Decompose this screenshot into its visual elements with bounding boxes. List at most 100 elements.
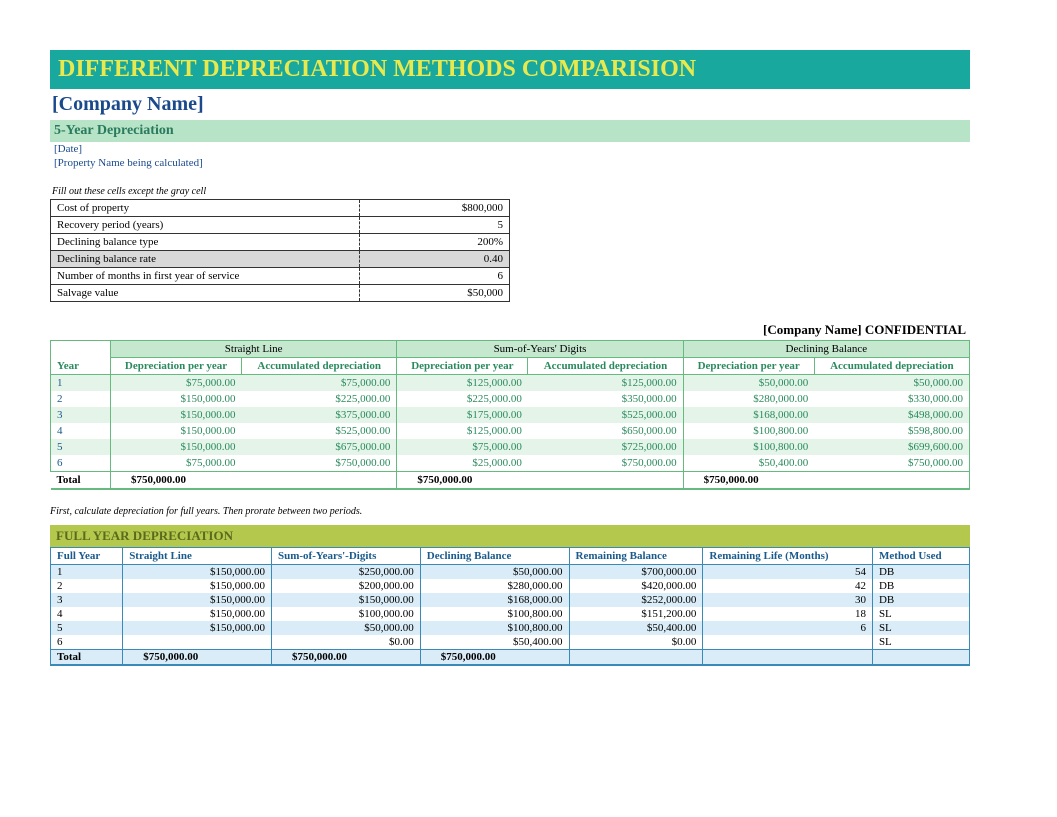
total-row: Total $750,000.00 $750,000.00 $750,000.0…	[51, 650, 970, 666]
input-row: Cost of property$800,000	[51, 200, 510, 217]
fy-header: Sum-of-Years'-Digits	[271, 548, 420, 565]
cell: $125,000.00	[397, 423, 528, 439]
fy-year: 4	[51, 607, 123, 621]
input-label: Salvage value	[51, 285, 360, 302]
cell: $150,000.00	[123, 579, 272, 593]
total-db: $750,000.00	[420, 650, 569, 666]
table-row: 1 $150,000.00 $250,000.00 $50,000.00 $70…	[51, 565, 970, 580]
cell: $700,000.00	[569, 565, 703, 580]
instructions-text: Fill out these cells except the gray cel…	[50, 184, 970, 199]
cell: $150,000.00	[123, 607, 272, 621]
input-row: Declining balance type200%	[51, 234, 510, 251]
cell: $151,200.00	[569, 607, 703, 621]
full-year-table: Full YearStraight LineSum-of-Years'-Digi…	[50, 548, 970, 666]
cell: $350,000.00	[528, 391, 683, 407]
cell: $50,000.00	[420, 565, 569, 580]
methods-table: Year Straight Line Sum-of-Years' Digits …	[50, 340, 970, 490]
cell: $75,000.00	[111, 455, 242, 472]
cell: $375,000.00	[242, 407, 397, 423]
year-cell: 1	[51, 375, 111, 392]
document-container: DIFFERENT DEPRECIATION METHODS COMPARISI…	[50, 50, 970, 666]
fy-year: 5	[51, 621, 123, 635]
year-column-header: Year	[51, 341, 111, 375]
cell: $0.00	[569, 635, 703, 650]
cell: $280,000.00	[420, 579, 569, 593]
cell: $175,000.00	[397, 407, 528, 423]
total-sl: $750,000.00	[111, 472, 397, 490]
fy-header: Declining Balance	[420, 548, 569, 565]
input-value[interactable]: 6	[360, 268, 510, 285]
year-cell: 4	[51, 423, 111, 439]
table-row: 4 $150,000.00 $525,000.00 $125,000.00 $6…	[51, 423, 970, 439]
year-cell: 2	[51, 391, 111, 407]
cell: $168,000.00	[420, 593, 569, 607]
input-label: Declining balance rate	[51, 251, 360, 268]
cell: $200,000.00	[271, 579, 420, 593]
year-cell: 5	[51, 439, 111, 455]
cell: $50,000.00	[271, 621, 420, 635]
cell: $150,000.00	[271, 593, 420, 607]
subtitle: 5-Year Depreciation	[50, 120, 970, 142]
cell	[703, 635, 873, 650]
cell: $225,000.00	[242, 391, 397, 407]
total-label: Total	[51, 650, 123, 666]
input-value[interactable]: $50,000	[360, 285, 510, 302]
method-header-syd: Sum-of-Years' Digits	[397, 341, 683, 358]
cell: $252,000.00	[569, 593, 703, 607]
table-row: 4 $150,000.00 $100,000.00 $100,800.00 $1…	[51, 607, 970, 621]
fy-header: Method Used	[872, 548, 969, 565]
cell: DB	[872, 593, 969, 607]
year-cell: 3	[51, 407, 111, 423]
cell	[123, 635, 272, 650]
cell: $498,000.00	[814, 407, 969, 423]
input-value[interactable]: 0.40	[360, 251, 510, 268]
cell: $25,000.00	[397, 455, 528, 472]
method-header-sl: Straight Line	[111, 341, 397, 358]
cell: $75,000.00	[397, 439, 528, 455]
cell: DB	[872, 565, 969, 580]
cell: $750,000.00	[242, 455, 397, 472]
cell: SL	[872, 607, 969, 621]
cell: $50,400.00	[569, 621, 703, 635]
cell: $125,000.00	[528, 375, 683, 392]
input-value[interactable]: 5	[360, 217, 510, 234]
cell: $750,000.00	[814, 455, 969, 472]
page-title: DIFFERENT DEPRECIATION METHODS COMPARISI…	[50, 50, 970, 89]
cell: $525,000.00	[242, 423, 397, 439]
cell: 30	[703, 593, 873, 607]
total-label: Total	[51, 472, 111, 490]
input-row: Declining balance rate0.40	[51, 251, 510, 268]
cell: $125,000.00	[397, 375, 528, 392]
cell: $525,000.00	[528, 407, 683, 423]
cell: $50,400.00	[683, 455, 814, 472]
input-value[interactable]: 200%	[360, 234, 510, 251]
input-label: Number of months in first year of servic…	[51, 268, 360, 285]
table-row: 5 $150,000.00 $675,000.00 $75,000.00 $72…	[51, 439, 970, 455]
table-row: 3 $150,000.00 $150,000.00 $168,000.00 $2…	[51, 593, 970, 607]
year-cell: 6	[51, 455, 111, 472]
subheader: Depreciation per year	[397, 358, 528, 375]
cell: $150,000.00	[111, 439, 242, 455]
full-year-title: FULL YEAR DEPRECIATION	[50, 525, 970, 548]
cell: $250,000.00	[271, 565, 420, 580]
cell: $150,000.00	[123, 593, 272, 607]
cell: $50,400.00	[420, 635, 569, 650]
subheader: Accumulated depreciation	[528, 358, 683, 375]
cell: $75,000.00	[111, 375, 242, 392]
note-text: First, calculate depreciation for full y…	[50, 506, 970, 517]
table-row: 2 $150,000.00 $200,000.00 $280,000.00 $4…	[51, 579, 970, 593]
fy-header: Remaining Life (Months)	[703, 548, 873, 565]
total-row: Total $750,000.00 $750,000.00 $750,000.0…	[51, 472, 970, 490]
cell: $0.00	[271, 635, 420, 650]
cell: $150,000.00	[111, 391, 242, 407]
cell: $150,000.00	[111, 423, 242, 439]
subheader: Accumulated depreciation	[814, 358, 969, 375]
table-row: 1 $75,000.00 $75,000.00 $125,000.00 $125…	[51, 375, 970, 392]
cell: 6	[703, 621, 873, 635]
input-value[interactable]: $800,000	[360, 200, 510, 217]
cell: $100,800.00	[420, 607, 569, 621]
cell: $725,000.00	[528, 439, 683, 455]
table-row: 2 $150,000.00 $225,000.00 $225,000.00 $3…	[51, 391, 970, 407]
cell: $750,000.00	[528, 455, 683, 472]
cell: $675,000.00	[242, 439, 397, 455]
